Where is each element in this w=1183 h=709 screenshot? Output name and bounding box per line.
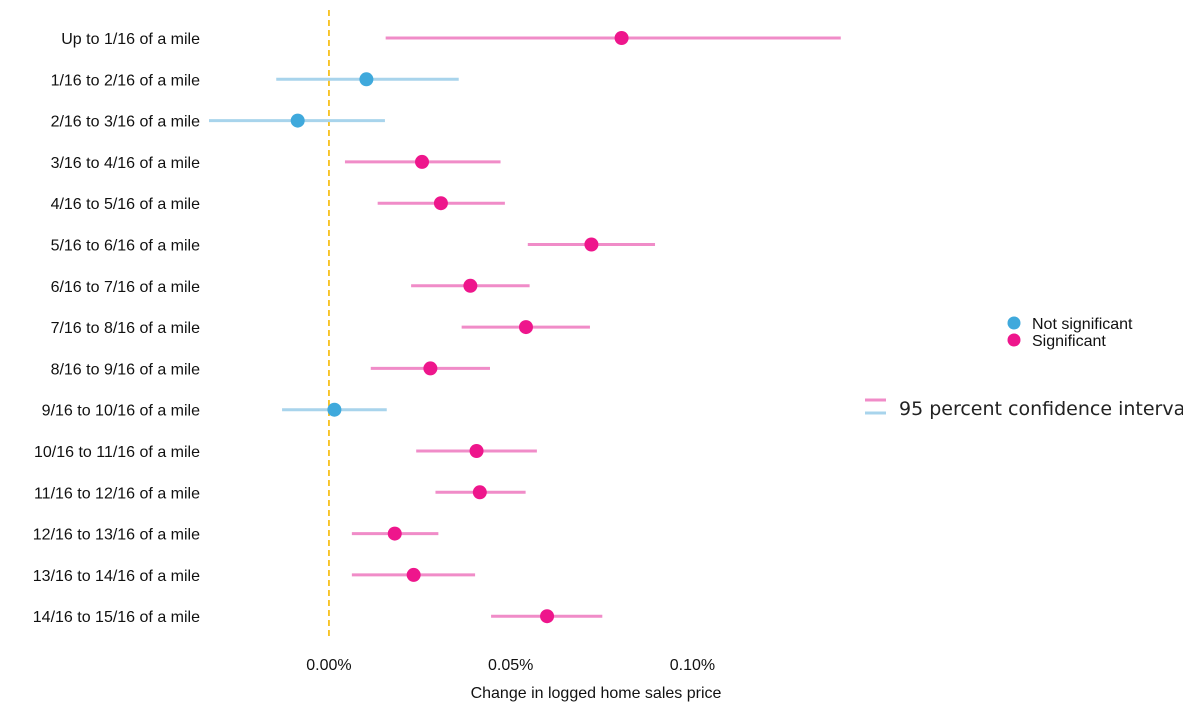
- x-tick-label-1: 0.05%: [488, 657, 533, 674]
- point-7-16-to-8-16-of-a-mile: [518, 320, 533, 335]
- point-2-16-to-3-16-of-a-mile: [290, 113, 305, 128]
- category-label-14-16-to-15-16-of-a-mile: 14/16 to 15/16 of a mile: [33, 609, 200, 626]
- point-13-16-to-14-16-of-a-mile: [406, 567, 421, 582]
- category-label-1-16-to-2-16-of-a-mile: 1/16 to 2/16 of a mile: [51, 72, 201, 89]
- point-12-16-to-13-16-of-a-mile: [387, 526, 402, 541]
- category-label-7-16-to-8-16-of-a-mile: 7/16 to 8/16 of a mile: [51, 320, 201, 337]
- category-label-8-16-to-9-16-of-a-mile: 8/16 to 9/16 of a mile: [51, 361, 201, 378]
- point-up-to-1-16-of-a-mile: [614, 31, 629, 45]
- point-estimate-layer: [290, 31, 629, 624]
- ci-legend: 95 percent confidence interval: [865, 398, 1183, 420]
- point-9-16-to-10-16-of-a-mile: [327, 402, 342, 417]
- point-5-16-to-6-16-of-a-mile: [584, 237, 599, 252]
- category-label-13-16-to-14-16-of-a-mile: 13/16 to 14/16 of a mile: [33, 568, 200, 585]
- point-8-16-to-9-16-of-a-mile: [423, 361, 438, 376]
- category-label-2-16-to-3-16-of-a-mile: 2/16 to 3/16 of a mile: [51, 114, 201, 131]
- x-axis-tick-layer: 0.00% 0.05% 0.10%: [306, 657, 715, 674]
- point-1-16-to-2-16-of-a-mile: [359, 72, 374, 87]
- x-axis-title: Change in logged home sales price: [471, 685, 722, 702]
- category-label-3-16-to-4-16-of-a-mile: 3/16 to 4/16 of a mile: [51, 155, 201, 172]
- legend-marker-not-significant: [1007, 316, 1021, 330]
- point-3-16-to-4-16-of-a-mile: [415, 154, 430, 169]
- x-tick-label-2: 0.10%: [670, 657, 715, 674]
- point-11-16-to-12-16-of-a-mile: [472, 485, 487, 500]
- category-label-layer: Up to 1/16 of a mile 1/16 to 2/16 of a mi…: [33, 31, 200, 626]
- category-label-11-16-to-12-16-of-a-mile: 11/16 to 12/16 of a mile: [34, 485, 200, 502]
- category-label-4-16-to-5-16-of-a-mile: 4/16 to 5/16 of a mile: [51, 196, 201, 213]
- category-label-up-to-1-16-of-a-mile: Up to 1/16 of a mile: [61, 31, 200, 48]
- legend-label-significant: Significant: [1032, 333, 1106, 350]
- category-label-5-16-to-6-16-of-a-mile: 5/16 to 6/16 of a mile: [51, 238, 201, 255]
- category-label-10-16-to-11-16-of-a-mile: 10/16 to 11/16 of a mile: [34, 444, 200, 461]
- point-10-16-to-11-16-of-a-mile: [469, 444, 484, 458]
- point-14-16-to-15-16-of-a-mile: [540, 609, 555, 624]
- legend: Not significant Significant: [1007, 316, 1133, 350]
- point-6-16-to-7-16-of-a-mile: [463, 278, 478, 293]
- category-label-12-16-to-13-16-of-a-mile: 12/16 to 13/16 of a mile: [33, 527, 200, 544]
- ci-legend-label: 95 percent confidence interval: [899, 398, 1183, 420]
- point-4-16-to-5-16-of-a-mile: [433, 196, 448, 211]
- category-label-9-16-to-10-16-of-a-mile: 9/16 to 10/16 of a mile: [42, 403, 200, 420]
- legend-marker-significant: [1007, 333, 1021, 347]
- legend-label-not-significant: Not significant: [1032, 316, 1133, 333]
- x-tick-label-0: 0.00%: [306, 657, 351, 674]
- category-label-6-16-to-7-16-of-a-mile: 6/16 to 7/16 of a mile: [51, 279, 201, 296]
